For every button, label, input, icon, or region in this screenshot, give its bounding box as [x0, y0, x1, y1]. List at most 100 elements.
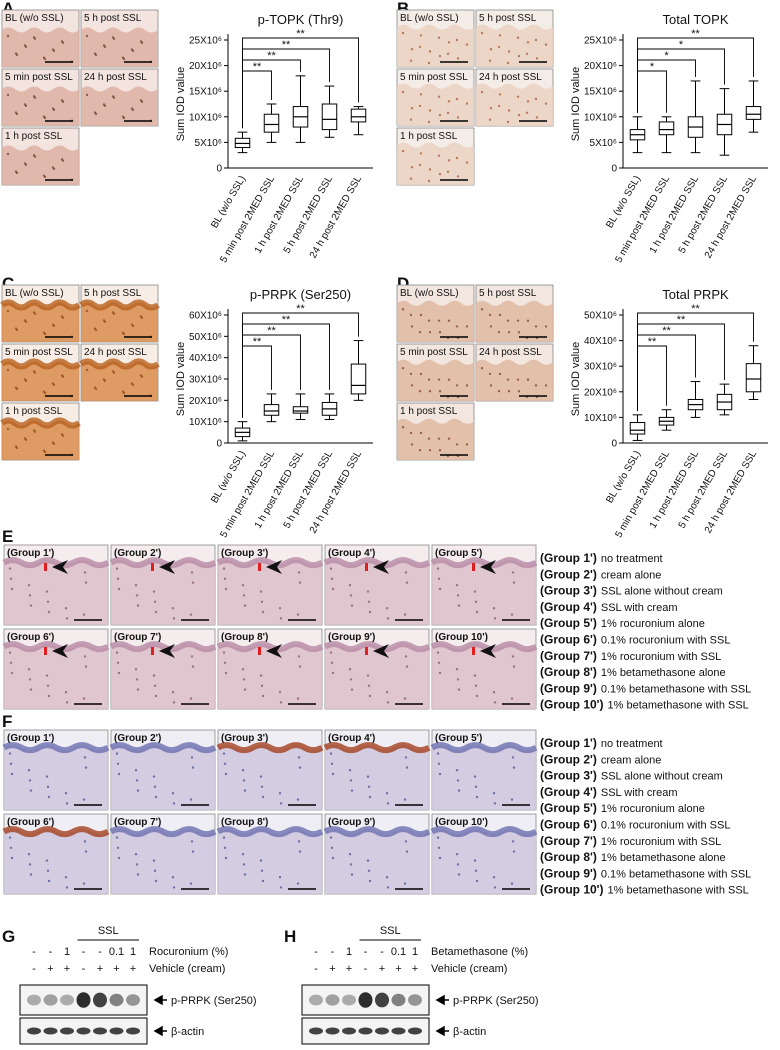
- nucleus: [329, 752, 333, 755]
- nucleus: [465, 43, 469, 46]
- box: [292, 406, 309, 414]
- nucleus: [474, 869, 478, 872]
- nucleus: [455, 853, 459, 856]
- y-tick-label: 0: [216, 439, 222, 450]
- nucleus: [438, 54, 442, 58]
- nucleus: [409, 59, 413, 62]
- nucleus: [259, 775, 263, 778]
- image-label: (Group 3'): [221, 548, 268, 559]
- nucleus: [507, 390, 511, 393]
- tissue: [397, 142, 474, 185]
- tissue: [432, 560, 536, 625]
- nucleus: [117, 856, 121, 860]
- band: [76, 992, 91, 1008]
- y-tick-label: 25X10⁶: [584, 36, 617, 47]
- nucleus: [260, 785, 264, 788]
- tissue: [2, 27, 79, 67]
- band: [325, 1027, 340, 1035]
- nucleus: [437, 95, 441, 98]
- nucleus: [65, 701, 69, 704]
- nucleus: [29, 789, 33, 792]
- nucleus: [223, 846, 227, 849]
- nucleus: [366, 674, 370, 677]
- tissue: [111, 745, 215, 810]
- nucleus: [410, 107, 414, 110]
- image-label: (Group 5'): [435, 548, 482, 559]
- nucleus: [14, 327, 18, 330]
- lane-value: 1: [346, 946, 352, 958]
- nucleus: [516, 95, 520, 98]
- nucleus: [401, 149, 405, 153]
- nucleus: [366, 775, 370, 778]
- legend-group: (Group 5'): [540, 801, 597, 815]
- nucleus: [297, 571, 301, 574]
- legend-group: (Group 7'): [540, 834, 597, 848]
- nucleus: [497, 389, 501, 393]
- nucleus: [348, 853, 352, 856]
- y-tick-label: 40X10⁶: [189, 353, 222, 364]
- nucleus: [51, 441, 55, 444]
- nucleus: [526, 41, 530, 44]
- nucleus: [189, 613, 193, 616]
- nucleus: [242, 863, 246, 866]
- legend-entry: (Group 3') SSL alone without cream: [540, 584, 723, 598]
- lane-value: -: [364, 963, 368, 975]
- nucleus: [475, 694, 479, 698]
- y-tick-label: 20X10⁶: [189, 61, 222, 72]
- nucleus: [223, 661, 227, 664]
- nucleus: [154, 879, 158, 883]
- nucleus: [455, 769, 459, 772]
- band: [93, 992, 107, 1008]
- legend-group: (Group 7'): [540, 649, 597, 663]
- nucleus: [447, 100, 451, 103]
- nucleus: [492, 691, 496, 694]
- nucleus: [224, 671, 228, 675]
- nucleus: [438, 390, 442, 393]
- legend-group: (Group 1'): [540, 551, 597, 565]
- nucleus: [498, 93, 502, 96]
- nucleus: [526, 378, 530, 381]
- nucleus: [405, 766, 409, 769]
- nucleus: [474, 684, 478, 687]
- nucleus: [222, 567, 226, 570]
- nucleus: [456, 678, 460, 681]
- image-label: 5 min post SSL: [400, 347, 468, 358]
- thickness-marker: [258, 563, 261, 571]
- nucleus: [410, 325, 414, 328]
- image-label: BL (w/o SSL): [400, 288, 459, 299]
- nucleus: [489, 325, 493, 328]
- nucleus: [135, 779, 139, 782]
- nucleus: [116, 762, 120, 765]
- nucleus: [298, 665, 302, 668]
- image-label: 5 min post SSL: [5, 72, 73, 83]
- row-label: Betamethasone (%): [431, 946, 528, 958]
- nucleus: [401, 367, 405, 370]
- nucleus: [82, 798, 86, 801]
- legend-entry: (Group 6') 0.1% rocuronium with SSL: [540, 633, 730, 647]
- significance-label: *: [664, 50, 669, 62]
- nucleus: [6, 34, 10, 38]
- band: [93, 1027, 107, 1035]
- y-tick-label: 15X10⁶: [584, 87, 617, 98]
- lane-value: +: [329, 963, 335, 975]
- nucleus: [27, 668, 31, 671]
- nucleus: [438, 587, 442, 591]
- nucleus: [329, 651, 333, 654]
- tissue: [111, 829, 215, 894]
- nucleus: [456, 116, 460, 119]
- epidermis: [0, 358, 81, 370]
- significance-bracket: [637, 312, 754, 411]
- nucleus: [437, 36, 441, 39]
- nucleus: [154, 694, 158, 698]
- nucleus: [447, 319, 451, 322]
- tissue: [476, 83, 553, 126]
- image-label: 5 min post SSL: [400, 72, 468, 83]
- nucleus: [64, 691, 68, 694]
- legend-text: no treatment: [601, 738, 663, 750]
- nucleus: [525, 111, 529, 115]
- y-tick-label: 60X10⁶: [189, 311, 222, 322]
- epidermis: [430, 557, 538, 569]
- nucleus: [189, 882, 193, 885]
- nucleus: [446, 52, 450, 55]
- nucleus: [438, 772, 442, 776]
